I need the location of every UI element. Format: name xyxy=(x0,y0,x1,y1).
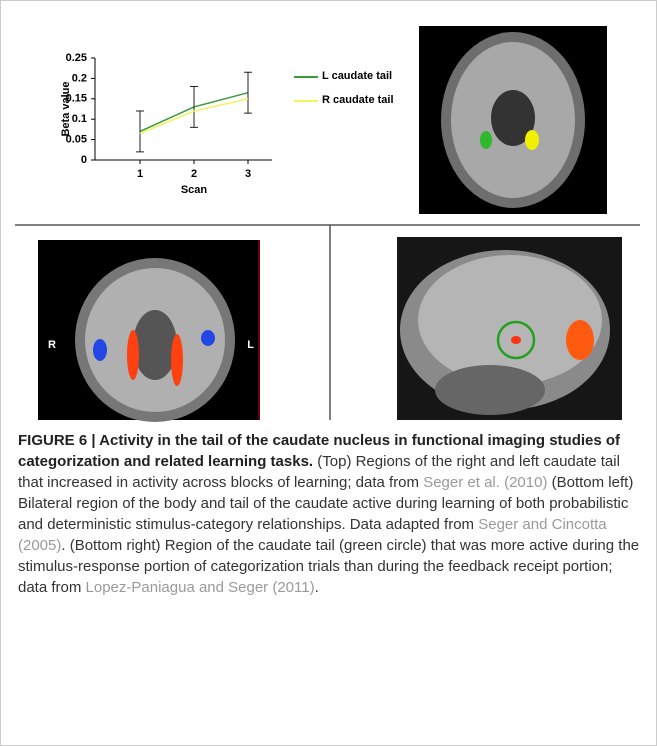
activation xyxy=(93,339,107,361)
activation xyxy=(127,330,139,380)
legend-label: L caudate tail xyxy=(322,70,397,83)
side-label: L xyxy=(247,339,254,351)
side-label: R xyxy=(48,339,56,351)
x-tick-label: 1 xyxy=(137,168,143,180)
figure: R L 00.050.10.150.20.25123Beta valueScan… xyxy=(0,0,657,746)
caption: FIGURE 6 | Activity in the tail of the c… xyxy=(18,430,643,598)
legend-label: R caudate tail xyxy=(322,94,397,107)
activation xyxy=(171,334,183,386)
activation xyxy=(525,130,539,150)
y-tick-label: 0 xyxy=(81,154,87,166)
activation xyxy=(511,336,521,344)
caption-text: . xyxy=(315,579,319,596)
x-tick-label: 3 xyxy=(245,168,251,180)
ventricle xyxy=(133,310,177,380)
y-tick-label: 0.25 xyxy=(66,52,87,64)
citation[interactable]: Seger et al. (2010) xyxy=(423,474,547,491)
activation xyxy=(201,330,215,346)
y-tick-label: 0.2 xyxy=(72,72,87,84)
figure-art: R L 00.050.10.150.20.25123Beta valueScan xyxy=(0,0,657,746)
brain xyxy=(418,255,602,385)
y-axis-label: Beta value xyxy=(60,81,72,136)
y-tick-label: 0.1 xyxy=(72,113,87,125)
error-bar xyxy=(136,111,144,152)
activation xyxy=(566,320,594,360)
brainstem xyxy=(435,365,545,415)
citation[interactable]: Lopez-Paniagua and Seger (2011) xyxy=(86,579,315,596)
activation xyxy=(480,131,492,149)
x-axis-label: Scan xyxy=(181,184,208,196)
x-tick-label: 2 xyxy=(191,168,197,180)
